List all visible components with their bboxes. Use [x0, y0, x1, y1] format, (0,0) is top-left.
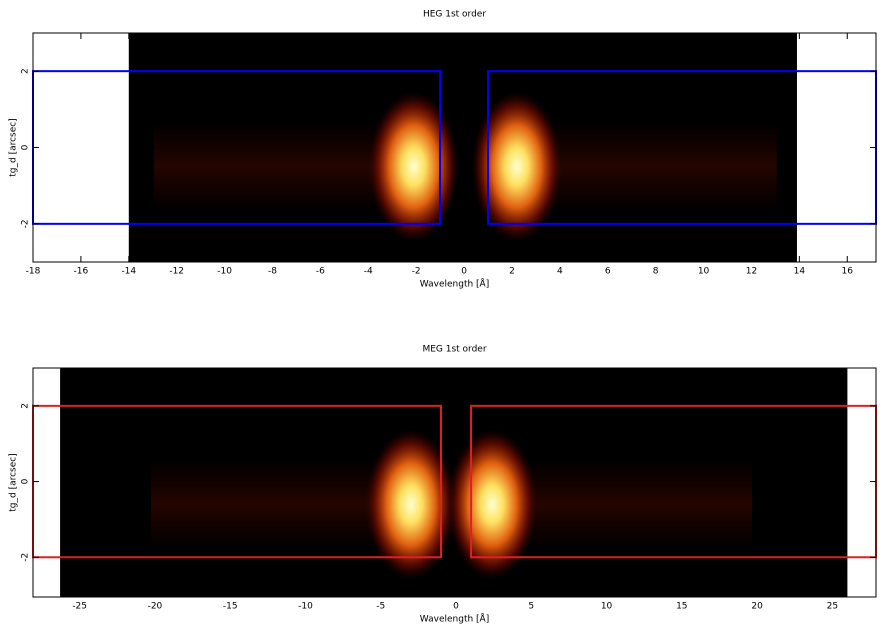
x-tick-label: 5 — [528, 602, 534, 612]
x-tick-label: 0 — [461, 267, 467, 277]
x-tick-label: 10 — [601, 602, 613, 612]
y-axis-label: tg_d [arcsec] — [9, 453, 19, 511]
x-tick-label: 10 — [698, 267, 710, 277]
x-tick-label: 12 — [746, 267, 757, 277]
x-tick-label: -2 — [412, 267, 421, 277]
x-tick-label: 4 — [557, 267, 563, 277]
x-tick-label: -6 — [316, 267, 325, 277]
x-tick-label: 16 — [842, 267, 854, 277]
y-tick-label: 2 — [21, 403, 31, 409]
chart-title: MEG 1st order — [422, 345, 486, 355]
y-tick-label: 0 — [21, 478, 31, 484]
x-tick-label: 15 — [676, 602, 687, 612]
hotspot — [447, 429, 538, 580]
x-tick-label: -12 — [169, 267, 184, 277]
x-tick-label: -25 — [72, 602, 87, 612]
x-tick-label: 14 — [794, 267, 806, 277]
x-axis-label: Wavelength [Å] — [420, 278, 489, 290]
axes-frame — [32, 367, 877, 598]
x-tick-label: -16 — [74, 267, 89, 277]
y-tick-label: 0 — [21, 144, 31, 150]
x-tick-label: -10 — [298, 602, 313, 612]
x-tick-label: 2 — [509, 267, 515, 277]
x-tick-label: 8 — [653, 267, 659, 277]
chart-title: HEG 1st order — [423, 10, 486, 20]
x-tick-label: -4 — [364, 267, 373, 277]
y-axis-label: tg_d [arcsec] — [9, 118, 19, 176]
x-tick-label: -15 — [223, 602, 238, 612]
x-tick-label: -8 — [268, 267, 277, 277]
x-tick-label: 25 — [827, 602, 838, 612]
x-tick-label: -20 — [148, 602, 163, 612]
y-tick-label: 2 — [21, 68, 31, 74]
y-tick-label: -2 — [21, 553, 31, 562]
x-tick-label: -10 — [217, 267, 232, 277]
x-tick-label: 20 — [751, 602, 763, 612]
hotspot — [368, 91, 459, 242]
x-tick-label: 6 — [605, 267, 611, 277]
x-tick-label: -14 — [121, 267, 136, 277]
x-tick-label: -5 — [376, 602, 385, 612]
y-tick-label: -2 — [21, 219, 31, 228]
hotspot — [471, 91, 562, 242]
x-axis-label: Wavelength [Å] — [420, 613, 489, 625]
x-tick-label: -18 — [26, 267, 41, 277]
x-tick-label: 0 — [453, 602, 459, 612]
hotspot — [365, 429, 456, 580]
